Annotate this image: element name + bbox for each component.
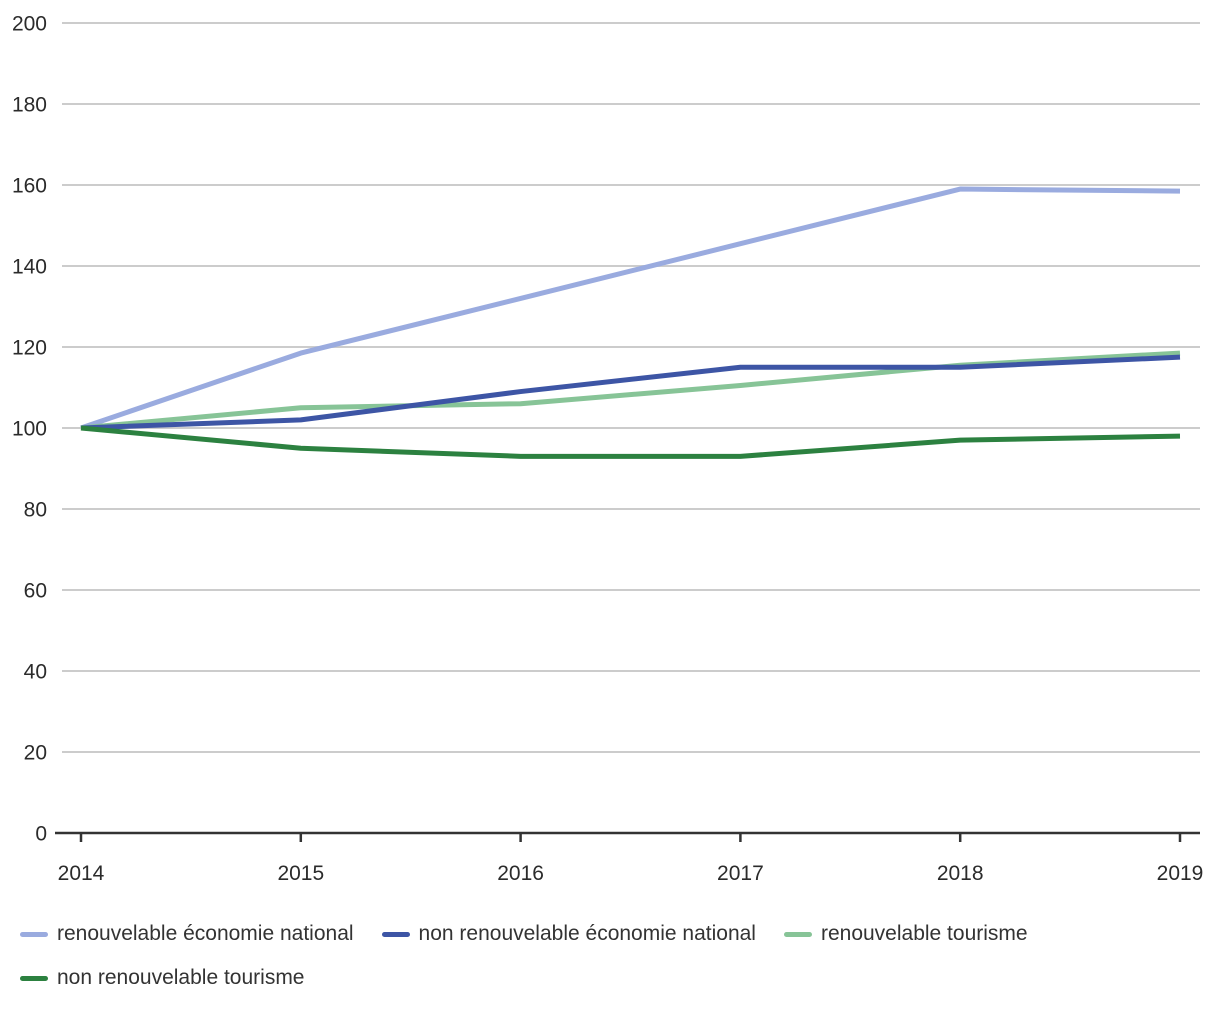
legend-swatch-icon [783, 931, 812, 937]
x-tick-label: 2016 [497, 862, 544, 885]
x-tick-label: 2018 [937, 862, 984, 885]
legend-label: non renouvelable économie national [418, 922, 756, 945]
legend-swatch-icon [20, 975, 48, 981]
y-tick-label: 20 [24, 742, 47, 765]
y-tick-label: 60 [24, 580, 47, 603]
x-tick-label: 2014 [58, 862, 105, 885]
y-tick-label: 40 [24, 661, 47, 684]
y-tick-label: 160 [12, 175, 47, 198]
legend-label: renouvelable économie national [57, 922, 354, 945]
legend-swatch-icon [20, 931, 48, 937]
y-tick-label: 120 [12, 337, 47, 360]
line-chart: 0 20 40 60 80 100 120 140 160 180 200 2014 2015 2016 2… [12, 13, 1204, 886]
y-tick-label: 80 [24, 499, 47, 522]
chart-legend: renouvelable économie national non renouv… [20, 922, 1205, 990]
x-tick-label: 2015 [277, 862, 324, 885]
y-tick-label: 180 [12, 94, 47, 117]
legend-item-3: non renouvelable tourisme [20, 966, 305, 990]
legend-item-1: non renouvelable économie national [381, 922, 756, 946]
y-tick-label: 100 [12, 418, 47, 441]
legend-item-2: renouvelable tourisme [783, 922, 1028, 946]
y-tick-label: 140 [12, 256, 47, 279]
legend-swatch-icon [381, 931, 410, 937]
y-tick-label: 200 [12, 13, 47, 36]
legend-label: non renouvelable tourisme [57, 966, 305, 989]
x-tick-label: 2017 [717, 862, 764, 885]
series-line-3 [80, 425, 1181, 459]
legend-item-0: renouvelable économie national [20, 922, 354, 946]
series-line-1 [80, 354, 1181, 431]
y-tick-label: 0 [35, 823, 47, 846]
legend-label: renouvelable tourisme [820, 922, 1028, 945]
series-line-0 [80, 186, 1181, 431]
x-tick-label: 2019 [1157, 862, 1204, 885]
